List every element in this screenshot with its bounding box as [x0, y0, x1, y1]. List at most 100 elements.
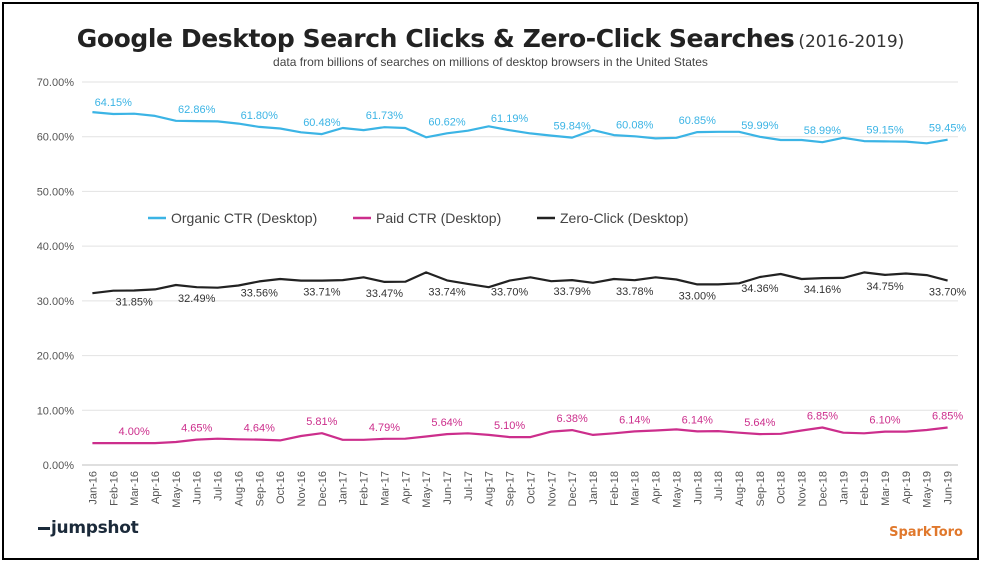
- title-row: Google Desktop Search Clicks & Zero-Clic…: [0, 24, 981, 53]
- x-tick-label: Aug-16: [233, 471, 245, 506]
- x-tick-label: Feb-19: [859, 471, 871, 506]
- x-tick-label: Sep-17: [505, 471, 517, 506]
- data-label: 60.48%: [303, 117, 341, 129]
- x-tick-label: Nov-16: [296, 471, 308, 506]
- y-tick-label: 70.00%: [37, 77, 75, 89]
- x-tick-label: May-16: [171, 471, 183, 508]
- x-tick-label: Oct-18: [776, 471, 788, 504]
- legend-label: Paid CTR (Desktop): [376, 210, 501, 226]
- data-label: 33.74%: [428, 286, 466, 298]
- data-label: 5.81%: [306, 416, 337, 428]
- data-label: 6.38%: [557, 413, 588, 425]
- x-tick-label: Mar-17: [379, 471, 391, 506]
- chart-subtitle: data from billions of searches on millio…: [273, 55, 708, 69]
- x-tick-label: Nov-17: [546, 471, 558, 506]
- x-tick-label: Sep-18: [755, 471, 767, 506]
- x-tick-label: Jun-18: [692, 471, 704, 505]
- x-tick-label: Jun-17: [442, 471, 454, 505]
- data-label: 33.56%: [241, 287, 279, 299]
- data-label: 33.78%: [616, 286, 654, 298]
- data-label: 59.84%: [553, 121, 591, 133]
- x-tick-label: Jan-18: [588, 471, 600, 505]
- data-label: 60.62%: [428, 116, 466, 128]
- data-label: 58.99%: [804, 125, 842, 137]
- data-label: 4.65%: [181, 423, 212, 435]
- jumpshot-logo-text: jumpshot: [51, 518, 139, 538]
- series-line: [92, 426, 948, 445]
- data-label: 33.71%: [303, 287, 341, 299]
- x-tick-label: Apr-17: [400, 471, 412, 504]
- x-tick-label: Jul-17: [463, 471, 475, 501]
- x-tick-label: Dec-16: [317, 471, 329, 506]
- data-label: 64.15%: [95, 97, 133, 109]
- y-tick-label: 10.00%: [37, 405, 75, 417]
- data-label: 4.79%: [369, 422, 400, 434]
- data-label: 34.36%: [741, 283, 779, 295]
- legend-label: Zero-Click (Desktop): [560, 210, 688, 226]
- chart-years: (2016-2019): [798, 32, 905, 52]
- data-label: 61.73%: [366, 110, 404, 122]
- data-label: 5.10%: [494, 420, 525, 432]
- x-tick-label: Dec-17: [567, 471, 579, 506]
- x-tick-label: Jan-16: [87, 471, 99, 505]
- x-tick-label: Dec-18: [817, 471, 829, 506]
- data-label: 4.64%: [244, 423, 275, 435]
- data-label: 59.15%: [866, 124, 904, 136]
- x-tick-label: Feb-17: [359, 471, 371, 506]
- data-label: 32.49%: [178, 293, 216, 305]
- data-label: 6.85%: [807, 411, 838, 423]
- data-label: 33.70%: [929, 287, 967, 299]
- x-tick-label: Mar-18: [630, 471, 642, 506]
- x-tick-label: Apr-19: [901, 471, 913, 504]
- x-tick-label: Aug-18: [734, 471, 746, 506]
- data-label: 33.79%: [553, 286, 591, 298]
- y-tick-label: 30.00%: [37, 296, 75, 308]
- x-tick-label: Aug-17: [484, 471, 496, 506]
- data-label: 6.14%: [619, 414, 650, 426]
- x-tick-label: Jan-17: [338, 471, 350, 505]
- x-tick-label: Mar-16: [129, 471, 141, 506]
- data-label: 4.00%: [119, 426, 150, 438]
- data-label: 33.47%: [366, 288, 404, 300]
- data-label: 61.19%: [491, 113, 529, 125]
- x-tick-label: Apr-18: [651, 471, 663, 504]
- x-tick-label: Oct-16: [275, 471, 287, 504]
- jumpshot-logo: jumpshot: [38, 518, 139, 538]
- data-label: 33.00%: [679, 290, 717, 302]
- x-tick-label: May-17: [421, 471, 433, 508]
- x-tick-label: Jul-18: [713, 471, 725, 501]
- legend-label: Organic CTR (Desktop): [171, 210, 317, 226]
- x-tick-label: Feb-18: [609, 471, 621, 506]
- x-tick-label: Jul-16: [213, 471, 225, 501]
- jumpshot-logo-mark: [38, 526, 50, 530]
- data-label: 6.10%: [869, 415, 900, 427]
- x-tick-label: Jun-16: [192, 471, 204, 505]
- x-tick-label: Jun-19: [943, 471, 955, 505]
- data-label: 62.86%: [178, 104, 216, 116]
- sparktoro-logo: SparkToro: [889, 525, 963, 540]
- x-tick-label: Feb-16: [108, 471, 120, 506]
- data-label: 61.80%: [241, 110, 279, 122]
- data-label: 59.99%: [741, 120, 779, 132]
- x-tick-label: May-19: [922, 471, 934, 508]
- series-line: [92, 111, 948, 145]
- data-label: 5.64%: [744, 417, 775, 429]
- data-label: 34.16%: [804, 284, 842, 296]
- data-label: 60.85%: [679, 115, 717, 127]
- x-tick-label: Apr-16: [150, 471, 162, 504]
- series-line: [92, 271, 948, 295]
- x-tick-label: Mar-19: [880, 471, 892, 506]
- y-tick-label: 20.00%: [37, 351, 75, 363]
- data-label: 59.45%: [929, 123, 967, 135]
- x-tick-label: Oct-17: [525, 471, 537, 504]
- y-tick-label: 50.00%: [37, 186, 75, 198]
- x-tick-label: Jan-19: [838, 471, 850, 505]
- data-label: 5.64%: [431, 417, 462, 429]
- y-tick-label: 60.00%: [37, 132, 75, 144]
- x-tick-label: Sep-16: [254, 471, 266, 506]
- y-tick-label: 40.00%: [37, 241, 75, 253]
- data-label: 31.85%: [115, 296, 153, 308]
- x-tick-label: May-18: [671, 471, 683, 508]
